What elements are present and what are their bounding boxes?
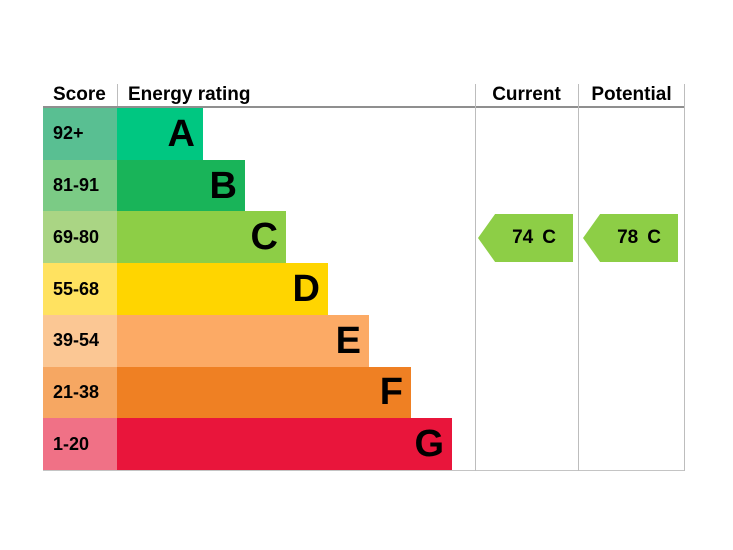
score-cell-d: 55-68 [43,263,117,315]
band-letter-label: D [292,268,320,311]
band-letter-label: C [250,216,278,259]
column-divider-potential [578,84,579,471]
score-cell-a: 92+ [43,108,117,160]
current-rating-arrow: 74 C [478,214,573,262]
score-column-header: Score [53,84,106,105]
band-row-e: 39-54 E [43,314,685,367]
energy-rating-column-header: Energy rating [117,84,475,106]
band-bar-f: F [117,366,411,419]
band-bar-g: G [117,418,452,471]
band-row-g: 1-20 G [43,418,685,471]
column-divider-current [475,84,476,471]
band-bar-a: A [117,108,203,160]
current-column-header: Current [492,84,561,105]
band-bar-b: B [117,159,245,212]
band-letter-label: B [209,164,237,207]
score-cell-f: 21-38 [43,366,117,419]
band-letter-label: G [414,423,444,466]
score-range-label: 39-54 [53,330,100,351]
band-bar-e: E [117,314,369,367]
current-rating-band: C [542,227,556,248]
score-range-label: 69-80 [53,226,100,247]
potential-column-header: Potential [591,84,672,105]
band-letter-label: A [167,112,195,155]
band-row-c: 69-80 C [43,211,685,264]
band-row-d: 55-68 D [43,263,685,315]
band-row-a: 92+ A [43,108,685,160]
table-right-border [684,84,685,471]
score-range-label: 55-68 [53,278,100,299]
energy-rating-chart: Score Energy rating Current Potential 92… [43,84,685,471]
score-range-label: 92+ [53,123,84,144]
score-range-label: 81-91 [53,175,100,196]
score-cell-g: 1-20 [43,418,117,471]
score-cell-b: 81-91 [43,159,117,212]
band-bar-c: C [117,211,286,264]
score-cell-c: 69-80 [43,211,117,264]
band-row-b: 81-91 B [43,159,685,212]
chart-header-row: Score Energy rating Current Potential [43,84,685,108]
potential-rating-arrow: 78 C [583,214,678,262]
band-bar-d: D [117,263,328,315]
score-range-label: 1-20 [53,433,90,454]
score-cell-e: 39-54 [43,314,117,367]
band-row-f: 21-38 F [43,366,685,419]
band-letter-label: E [335,319,361,362]
potential-rating-band: C [647,227,661,248]
band-letter-label: F [379,371,403,414]
current-rating-value: 74 [512,227,534,248]
band-rows: 92+ A 81-91 B 69-80 C 55-68 [43,108,685,471]
score-range-label: 21-38 [53,381,100,402]
potential-rating-value: 78 [617,227,639,248]
